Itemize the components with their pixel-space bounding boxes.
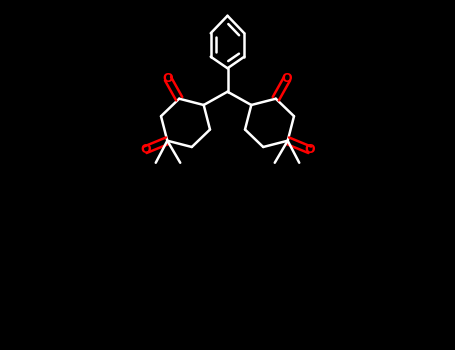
Text: O: O [140, 143, 151, 156]
Text: O: O [282, 72, 292, 85]
Text: O: O [304, 143, 315, 156]
Text: O: O [163, 72, 173, 85]
